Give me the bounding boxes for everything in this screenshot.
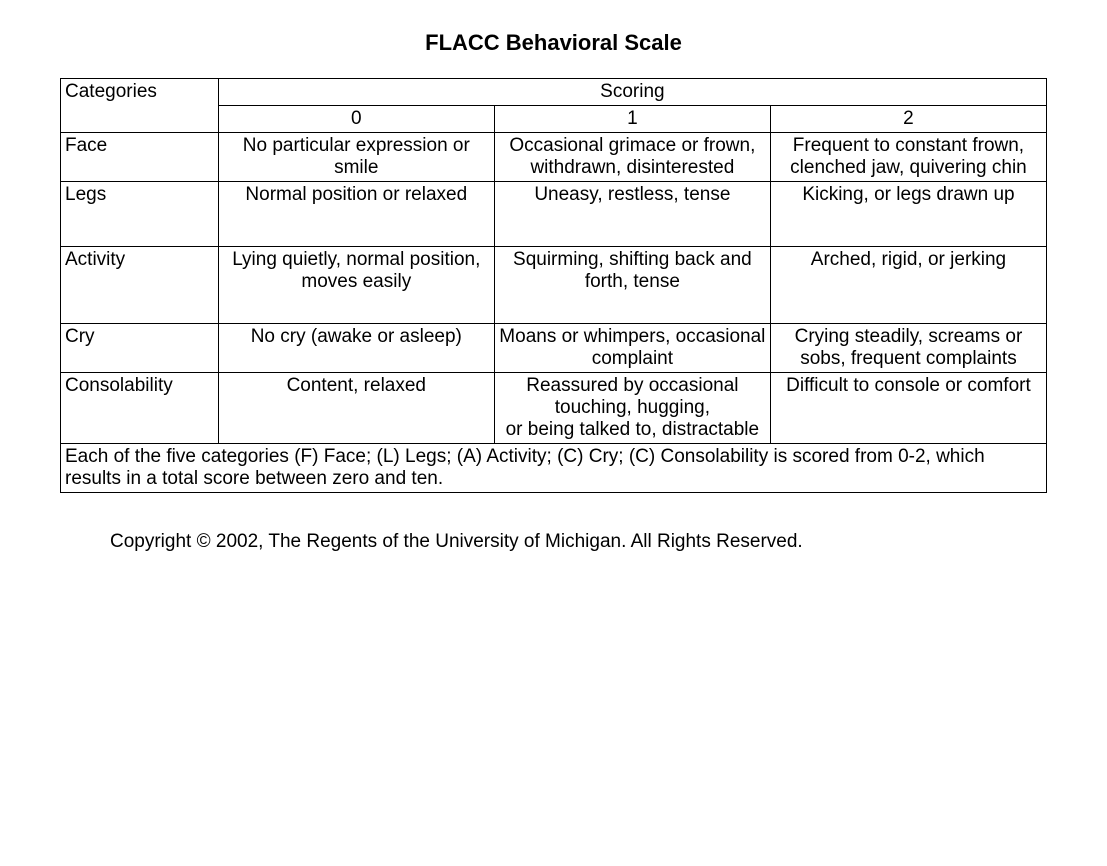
score-cell: No particular expression or smile — [218, 133, 494, 182]
table-row: Cry No cry (awake or asleep) Moans or wh… — [61, 324, 1047, 373]
table-header-row-1: Categories Scoring — [61, 79, 1047, 106]
score-cell: Kicking, or legs drawn up — [770, 182, 1046, 247]
table-row: Legs Normal position or relaxed Uneasy, … — [61, 182, 1047, 247]
score-cell: Moans or whimpers, occasional complaint — [494, 324, 770, 373]
flacc-table: Categories Scoring 0 1 2 Face No particu… — [60, 78, 1047, 493]
page-title: FLACC Behavioral Scale — [60, 30, 1047, 56]
category-label: Consolability — [61, 373, 219, 444]
header-score-0: 0 — [218, 106, 494, 133]
header-categories: Categories — [61, 79, 219, 133]
score-cell: Uneasy, restless, tense — [494, 182, 770, 247]
table-row: Consolability Content, relaxed Reassured… — [61, 373, 1047, 444]
category-label: Legs — [61, 182, 219, 247]
copyright-notice: Copyright © 2002, The Regents of the Uni… — [110, 529, 997, 555]
category-label: Face — [61, 133, 219, 182]
score-cell: Difficult to console or comfort — [770, 373, 1046, 444]
score-cell: Normal position or relaxed — [218, 182, 494, 247]
score-cell: Reassured by occasional touching, huggin… — [494, 373, 770, 444]
score-cell: Occasional grimace or frown, withdrawn, … — [494, 133, 770, 182]
table-footer-row: Each of the five categories (F) Face; (L… — [61, 444, 1047, 493]
score-cell: Content, relaxed — [218, 373, 494, 444]
page: FLACC Behavioral Scale Categories Scorin… — [0, 0, 1107, 595]
score-cell: Lying quietly, normal position, moves ea… — [218, 247, 494, 324]
score-cell: Squirming, shifting back and forth, tens… — [494, 247, 770, 324]
category-label: Cry — [61, 324, 219, 373]
score-cell: Arched, rigid, or jerking — [770, 247, 1046, 324]
header-score-2: 2 — [770, 106, 1046, 133]
score-cell: Crying steadily, screams or sobs, freque… — [770, 324, 1046, 373]
table-row: Face No particular expression or smile O… — [61, 133, 1047, 182]
category-label: Activity — [61, 247, 219, 324]
score-cell: Frequent to constant frown, clenched jaw… — [770, 133, 1046, 182]
score-cell: No cry (awake or asleep) — [218, 324, 494, 373]
table-footer-note: Each of the five categories (F) Face; (L… — [61, 444, 1047, 493]
header-score-1: 1 — [494, 106, 770, 133]
header-scoring: Scoring — [218, 79, 1046, 106]
table-row: Activity Lying quietly, normal position,… — [61, 247, 1047, 324]
